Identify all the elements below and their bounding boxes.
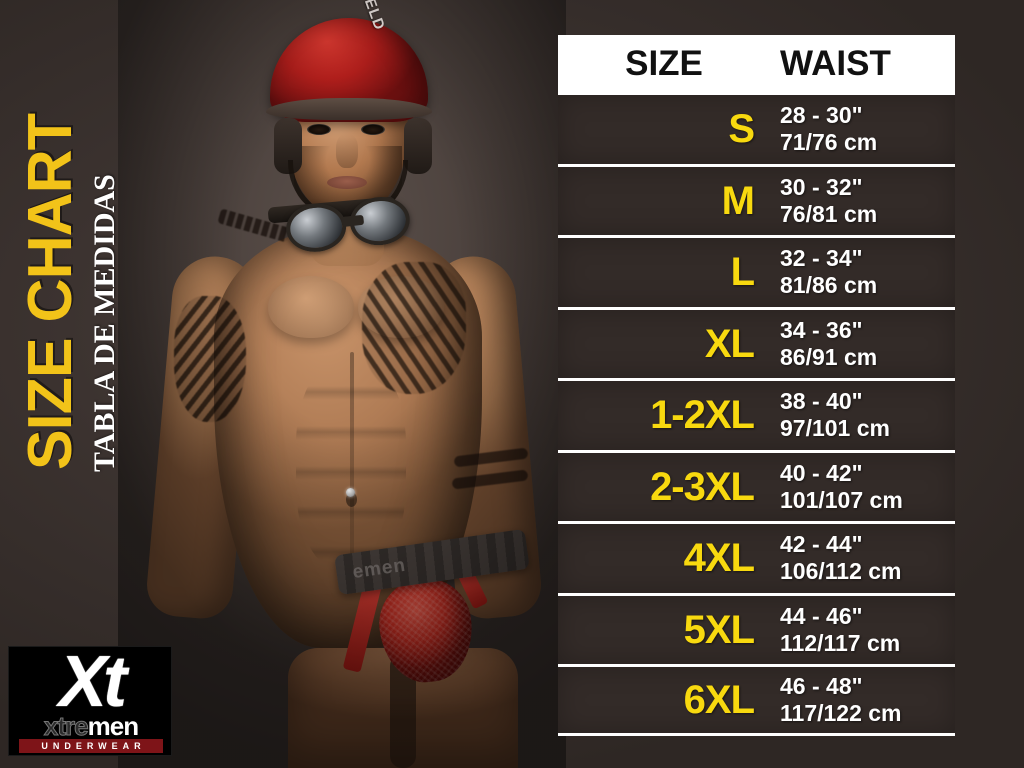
cell-waist-cm: 101/107 cm bbox=[780, 486, 903, 513]
cell-size: M bbox=[721, 178, 755, 223]
cell-waist-inches: 42 - 44" bbox=[780, 531, 863, 558]
table-row: 4XL 42 - 44" 106/112 cm bbox=[558, 521, 955, 593]
logo-wordmark-bright: men bbox=[87, 711, 139, 741]
cell-waist-cm: 117/122 cm bbox=[780, 699, 902, 726]
logo-tagline-bar: UNDERWEAR bbox=[19, 739, 163, 753]
column-header-size: SIZE bbox=[625, 43, 703, 83]
model-photo: ELD emen bbox=[118, 0, 566, 768]
cell-waist-inches: 38 - 40" bbox=[780, 388, 863, 415]
helmet-brim bbox=[266, 98, 432, 120]
model-nose bbox=[336, 134, 358, 168]
helmet-ear-cup-right bbox=[404, 118, 432, 174]
table-row: 1-2XL 38 - 40" 97/101 cm bbox=[558, 378, 955, 450]
page-title: SIZE CHART bbox=[15, 114, 85, 470]
cell-size: 1-2XL bbox=[650, 393, 755, 438]
cell-waist-inches: 28 - 30" bbox=[780, 102, 863, 129]
logo-wordmark: xtremen bbox=[9, 711, 171, 741]
table-body: S 28 - 30" 71/76 cm M 30 - 32" 76/81 cm L 32 - … bbox=[558, 92, 955, 736]
cell-waist-inches: 40 - 42" bbox=[780, 459, 863, 486]
brand-logo: Xt xtremen UNDERWEAR bbox=[8, 646, 172, 756]
table-row: XL 34 - 36" 86/91 cm bbox=[558, 306, 955, 378]
cell-waist: 30 - 32" 76/81 cm bbox=[770, 174, 955, 228]
logo-wordmark-dim: xtre bbox=[43, 711, 89, 741]
cell-size: S bbox=[728, 107, 755, 152]
cell-size: 6XL bbox=[683, 677, 755, 722]
cell-waist-inches: 34 - 36" bbox=[780, 316, 863, 343]
goggles-lens-left bbox=[283, 200, 349, 255]
cell-waist: 42 - 44" 106/112 cm bbox=[770, 531, 955, 585]
size-table: SIZE WAIST S 28 - 30" 71/76 cm M 30 - 32" 76/… bbox=[558, 35, 955, 736]
navel-piercing bbox=[346, 488, 355, 497]
cell-waist-inches: 46 - 48" bbox=[780, 672, 863, 699]
cell-size: 4XL bbox=[683, 536, 755, 581]
cell-size: 5XL bbox=[683, 607, 755, 652]
logo-xt-mark: Xt bbox=[59, 646, 127, 722]
table-header-row: SIZE WAIST bbox=[558, 35, 955, 92]
tattoo-right-chest bbox=[362, 262, 466, 394]
cell-waist-inches: 32 - 34" bbox=[780, 245, 863, 272]
cell-waist-inches: 30 - 32" bbox=[780, 173, 863, 200]
cell-waist-cm: 86/91 cm bbox=[780, 343, 878, 370]
model-eye-left bbox=[307, 124, 331, 135]
cell-waist-cm: 112/117 cm bbox=[780, 629, 901, 656]
cell-waist: 32 - 34" 81/86 cm bbox=[770, 245, 955, 299]
page-subtitle: TABLA DE MEDIDAS bbox=[88, 174, 121, 472]
table-row: M 30 - 32" 76/81 cm bbox=[558, 163, 955, 235]
tattoo-left-shoulder bbox=[174, 296, 246, 422]
table-row: 2-3XL 40 - 42" 101/107 cm bbox=[558, 449, 955, 521]
cell-waist-cm: 71/76 cm bbox=[780, 129, 878, 156]
cell-size: L bbox=[730, 250, 755, 295]
model-linea-alba bbox=[350, 352, 354, 568]
cell-size: XL bbox=[704, 321, 755, 366]
model-abs bbox=[296, 360, 406, 570]
cell-waist: 34 - 36" 86/91 cm bbox=[770, 317, 955, 371]
model-eye-right bbox=[361, 124, 385, 135]
cell-waist: 38 - 40" 97/101 cm bbox=[770, 388, 955, 442]
cell-waist-cm: 106/112 cm bbox=[780, 558, 902, 585]
table-row: 6XL 46 - 48" 117/122 cm bbox=[558, 664, 955, 736]
cell-waist: 46 - 48" 117/122 cm bbox=[770, 673, 955, 727]
cell-waist: 44 - 46" 112/117 cm bbox=[770, 603, 955, 657]
model-navel bbox=[346, 492, 357, 507]
waistband-brand-text: emen bbox=[351, 554, 408, 584]
cell-waist: 28 - 30" 71/76 cm bbox=[770, 102, 955, 156]
cell-waist-cm: 76/81 cm bbox=[780, 200, 878, 227]
cell-waist-inches: 44 - 46" bbox=[780, 602, 863, 629]
table-row: 5XL 44 - 46" 112/117 cm bbox=[558, 592, 955, 664]
table-row: S 28 - 30" 71/76 cm bbox=[558, 92, 955, 164]
cell-size: 2-3XL bbox=[650, 464, 755, 509]
table-row: L 32 - 34" 81/86 cm bbox=[558, 235, 955, 307]
logo-tagline: UNDERWEAR bbox=[41, 741, 146, 751]
cell-waist: 40 - 42" 101/107 cm bbox=[770, 460, 955, 514]
model-pec-left bbox=[268, 276, 354, 338]
cell-waist-cm: 81/86 cm bbox=[780, 272, 878, 299]
column-header-waist: WAIST bbox=[780, 43, 891, 83]
cell-waist-cm: 97/101 cm bbox=[780, 415, 890, 442]
